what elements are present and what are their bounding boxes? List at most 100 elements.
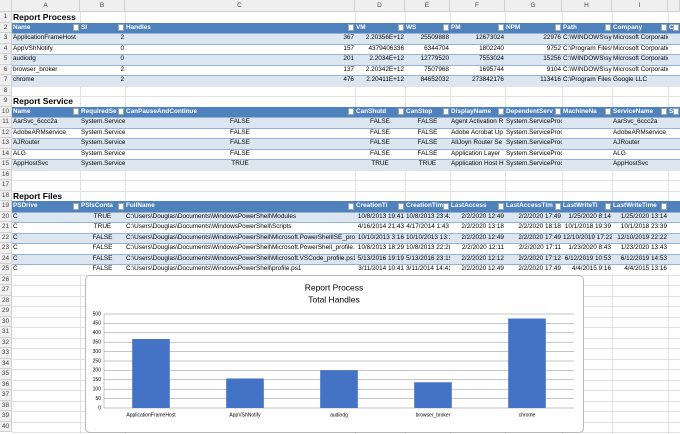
column-name: C xyxy=(669,23,673,31)
table-cell: FALSE xyxy=(370,139,390,146)
filter-button xyxy=(443,108,449,115)
table-cell: 10/8/2013 18:29 xyxy=(357,244,404,251)
row-header: 13 xyxy=(0,138,12,149)
table-row-band xyxy=(12,127,680,138)
table-cell: TRUE xyxy=(231,160,249,167)
bar xyxy=(508,318,546,408)
table-cell: 5/13/2016 19:19 xyxy=(357,254,404,262)
table-title: Report Service xyxy=(13,96,73,106)
table-cell: 4/4/2015 13:16 xyxy=(624,265,667,272)
row-header: 38 xyxy=(0,400,12,411)
table-cell: 113416 xyxy=(540,76,561,83)
table-cell: 2.20356E+12 xyxy=(365,34,404,41)
table-cell: 6344704 xyxy=(424,44,449,52)
column-name: DisplayName xyxy=(451,107,492,115)
table-cell: AppHostSvc xyxy=(13,160,49,167)
column-header: I xyxy=(612,0,668,12)
row-header: 34 xyxy=(0,358,12,369)
y-tick-label: 300 xyxy=(93,349,102,355)
row-header: 29 xyxy=(0,306,12,317)
filter-button xyxy=(555,108,561,115)
chart-title: Report Process xyxy=(305,282,364,292)
filter-button xyxy=(398,24,404,31)
table-cell: 6/12/2019 10:53 xyxy=(564,254,611,262)
table-cell: 2/2/2020 17:49 xyxy=(518,233,561,241)
y-tick-label: 450 xyxy=(93,321,102,327)
column-name: PSIsConta xyxy=(81,202,113,209)
x-tick-label: chrome xyxy=(519,412,536,418)
column-header: G xyxy=(505,0,562,12)
table-cell: C xyxy=(13,265,18,272)
filter-button xyxy=(673,24,679,31)
table-cell: 2.20342E+12 xyxy=(365,65,404,73)
table-cell: System.ServiceProce xyxy=(506,149,562,157)
row-header: 21 xyxy=(0,222,12,233)
table-cell: 1/23/2020 8:43 xyxy=(568,244,611,251)
filter-button xyxy=(498,108,504,115)
table-cell: System.ServiceProce xyxy=(506,128,562,136)
chart-frame: Report Process Total Handles 0 50 100 150 20… xyxy=(85,275,584,433)
row-header: 7 xyxy=(0,75,12,86)
filter-button xyxy=(73,108,79,115)
table-cell: 367 xyxy=(343,34,354,41)
filter-button xyxy=(605,202,611,210)
table-cell: 10/8/2013 22:28 xyxy=(406,244,450,251)
filter-button xyxy=(73,24,79,31)
column-name: LastWriteTi xyxy=(563,202,598,209)
table-cell: 2/2/2020 12:11 xyxy=(461,244,504,251)
table-cell: Microsoft Corporatio xyxy=(613,34,668,41)
row-header: 25 xyxy=(0,264,12,275)
table-cell: 12673024 xyxy=(475,34,504,41)
column-name: CreationTime xyxy=(406,202,443,209)
y-tick-label: 400 xyxy=(93,330,102,336)
column-name: NPM xyxy=(506,23,521,31)
column-header: F xyxy=(450,0,505,12)
table-cell: C xyxy=(13,254,18,262)
table-cell: browser_broker xyxy=(13,65,58,73)
table-cell: System.ServiceProce xyxy=(506,118,562,125)
table-row-band xyxy=(12,159,680,170)
row-header: 20 xyxy=(0,211,12,222)
chart-subtitle: Total Handles xyxy=(308,294,360,304)
table-row-band xyxy=(12,138,680,149)
table-cell: C:\Users\Douglas\Documents\WindowsPowerS… xyxy=(126,212,297,220)
table-cell: FALSE xyxy=(370,149,390,157)
table-title: Report Files xyxy=(13,190,63,201)
table-cell: AllJoyn Router Se xyxy=(451,139,503,146)
table-cell: C:\Program Files\ xyxy=(563,44,612,52)
bar xyxy=(414,382,452,408)
row-header: 37 xyxy=(0,390,12,401)
row-header: 14 xyxy=(0,148,12,159)
row-header: 23 xyxy=(0,243,12,254)
table-row-band xyxy=(12,222,680,233)
table-cell: 1/23/2020 13:43 xyxy=(620,244,667,251)
table-row-band xyxy=(12,64,680,75)
table-cell: 1/25/2020 13:14 xyxy=(620,212,667,220)
column-name: FullName xyxy=(126,202,155,209)
table-cell: C xyxy=(13,212,18,220)
table-cell: 137 xyxy=(343,65,354,73)
table-cell: 273842176 xyxy=(472,76,504,83)
table-cell: 2 xyxy=(120,34,124,41)
table-cell: FALSE xyxy=(417,139,438,146)
table-cell: AppVShNotify xyxy=(13,44,53,52)
table-cell: 2/2/2020 13:18 xyxy=(461,223,504,230)
table-cell: System.ServiceP xyxy=(81,118,125,125)
table-cell: 6/12/2019 14:53 xyxy=(620,254,667,262)
table-cell: C:\Users\Douglas\Documents\WindowsPowerS… xyxy=(126,244,355,251)
table-cell: C:\Users\Douglas\Documents\WindowsPowerS… xyxy=(126,233,355,241)
table-row-band xyxy=(12,148,680,159)
table-cell: 2/2/2020 12:49 xyxy=(461,265,504,272)
table-cell: FALSE xyxy=(417,128,438,136)
column-name: WS xyxy=(406,23,417,31)
row-header: 31 xyxy=(0,327,12,338)
row-line xyxy=(12,85,680,87)
column-header: E xyxy=(405,0,450,12)
table-cell: FALSE xyxy=(230,118,250,125)
table-cell: 4379406336 xyxy=(368,44,404,52)
chart: Report Process Total Handles 0 50 100 150 20… xyxy=(93,282,574,418)
bar xyxy=(226,378,264,408)
column-name: VM xyxy=(356,23,366,31)
row-header: 22 xyxy=(0,232,12,243)
table-row-band xyxy=(12,54,680,65)
